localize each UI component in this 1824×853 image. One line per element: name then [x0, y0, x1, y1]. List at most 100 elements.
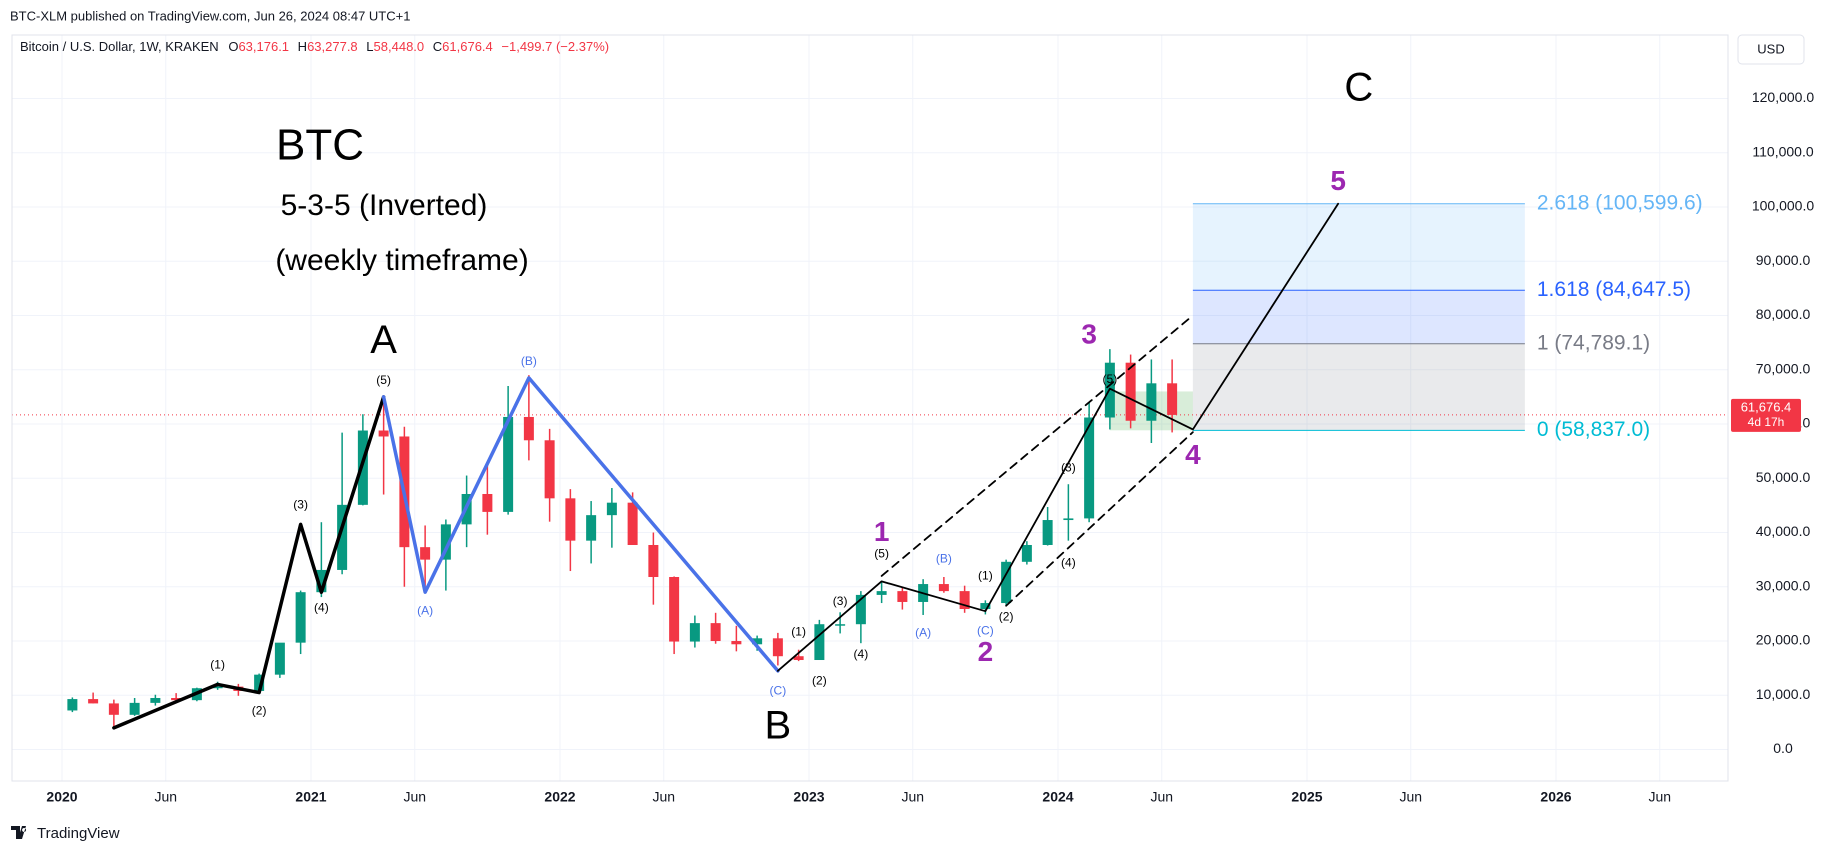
x-tick-label: Jun: [1150, 789, 1173, 805]
x-tick-label: 2025: [1291, 789, 1322, 805]
wave-label: (C): [770, 684, 787, 698]
candle-body: [565, 498, 576, 541]
x-tick-label: Jun: [1648, 789, 1671, 805]
change: −1,499.7 (−2.37%): [501, 39, 609, 54]
candle-body: [67, 699, 78, 711]
x-tick-label: 2022: [544, 789, 575, 805]
candle-body: [420, 547, 431, 560]
y-tick-label: 50,000.0: [1756, 469, 1811, 485]
fib-label: 0 (58,837.0): [1537, 418, 1650, 441]
wave-label: (B): [521, 354, 537, 368]
ohlc-label: L: [366, 39, 373, 54]
candle-body: [689, 623, 700, 642]
wave-label: (C): [977, 623, 994, 637]
candle-body: [544, 440, 555, 499]
candle-body: [295, 592, 306, 643]
brand: TradingView: [37, 825, 120, 842]
candle-body: [793, 656, 804, 661]
wave-label: (2): [252, 704, 267, 718]
logo-mark: [11, 826, 27, 839]
candle-body: [337, 504, 348, 570]
wave-label: (B): [936, 551, 952, 565]
wave-label: (5): [1103, 372, 1118, 386]
candle-body: [316, 569, 327, 593]
y-tick-label: 100,000.0: [1752, 198, 1814, 214]
candle-body: [523, 416, 534, 441]
candle-body: [1125, 362, 1136, 421]
header: BTC-XLM published on TradingView.com, Ju…: [10, 8, 410, 23]
fib-band: [1192, 290, 1525, 344]
candle-body: [731, 641, 742, 645]
wave-label: 1: [874, 516, 890, 547]
fib-label: 1 (74,789.1): [1537, 331, 1650, 354]
ohlc-label: C: [433, 39, 442, 54]
candle-body: [1084, 417, 1095, 519]
wave-line: [112, 395, 386, 730]
wave-line: [880, 314, 1194, 577]
candle-body: [938, 584, 949, 592]
x-tick-label: Jun: [652, 789, 675, 805]
wave-label: C: [1344, 65, 1373, 109]
candle-body: [627, 502, 638, 545]
ohlc-label: O: [228, 39, 238, 54]
ohlc-label: H: [298, 39, 307, 54]
y-tick-label: 120,000.0: [1752, 89, 1814, 105]
wave-label: (4): [854, 647, 869, 661]
wave-label: (1): [210, 658, 225, 672]
candle-body: [171, 697, 182, 701]
wave-line: [776, 202, 1340, 672]
x-tick-label: Jun: [1399, 789, 1422, 805]
candle-body: [108, 703, 119, 715]
wave-label: 2: [978, 636, 994, 667]
y-tick-label: 20,000.0: [1756, 632, 1811, 648]
y-tick-label: 30,000.0: [1756, 577, 1811, 593]
candle-body: [876, 591, 887, 595]
wave-label: B: [765, 703, 792, 747]
last-price-label: 61,676.4: [1741, 399, 1792, 414]
wave-line: [381, 376, 780, 673]
candle-body: [1167, 383, 1178, 415]
wave-label: 4: [1185, 439, 1201, 470]
last-price-tag: [1731, 398, 1801, 432]
wave-label: (3): [833, 594, 848, 608]
x-tick-label: Jun: [403, 789, 426, 805]
fib-band: [1192, 203, 1525, 291]
currency-button[interactable]: [1737, 34, 1805, 65]
candle-body: [586, 515, 597, 541]
candle-body: [1021, 544, 1032, 562]
candle-body: [1001, 561, 1012, 604]
y-tick-label: 70,000.0: [1756, 360, 1811, 376]
wave-label: (A): [915, 626, 931, 640]
candle-body: [378, 430, 389, 437]
symbol: Bitcoin / U.S. Dollar, 1W, KRAKEN: [20, 39, 219, 54]
candle-body: [150, 697, 161, 703]
y-tick-label: 110,000.0: [1752, 143, 1813, 159]
candle-body: [1042, 520, 1053, 545]
brand-logo: [11, 826, 27, 839]
x-tick-label: 2023: [793, 789, 824, 805]
candle-body: [752, 638, 763, 645]
x-tick-label: Jun: [154, 789, 177, 805]
fib-band: [1192, 343, 1525, 431]
y-tick-label: 0.0: [1773, 740, 1793, 756]
candle-body: [980, 603, 991, 610]
y-tick-label: 80,000.0: [1756, 306, 1811, 322]
wave-label: (5): [376, 373, 391, 387]
x-tick-label: 2026: [1540, 789, 1571, 805]
candle-body: [710, 623, 721, 642]
fib-label: 2.618 (100,599.6): [1537, 191, 1703, 214]
y-tick-label: 90,000.0: [1756, 252, 1811, 268]
countdown: 4d 17h: [1748, 415, 1785, 429]
candle-body: [88, 699, 99, 704]
wave-label: (1): [791, 625, 806, 639]
candle-body: [897, 591, 908, 602]
candle-body: [129, 702, 140, 715]
wave-label: (A): [417, 603, 433, 617]
note-title: BTC: [276, 121, 364, 170]
ohlc-value: 63,176.1: [238, 39, 289, 54]
wave-label: 3: [1081, 319, 1097, 350]
currency[interactable]: USD: [1757, 41, 1784, 56]
ohlc-value: 63,277.8: [307, 39, 358, 54]
